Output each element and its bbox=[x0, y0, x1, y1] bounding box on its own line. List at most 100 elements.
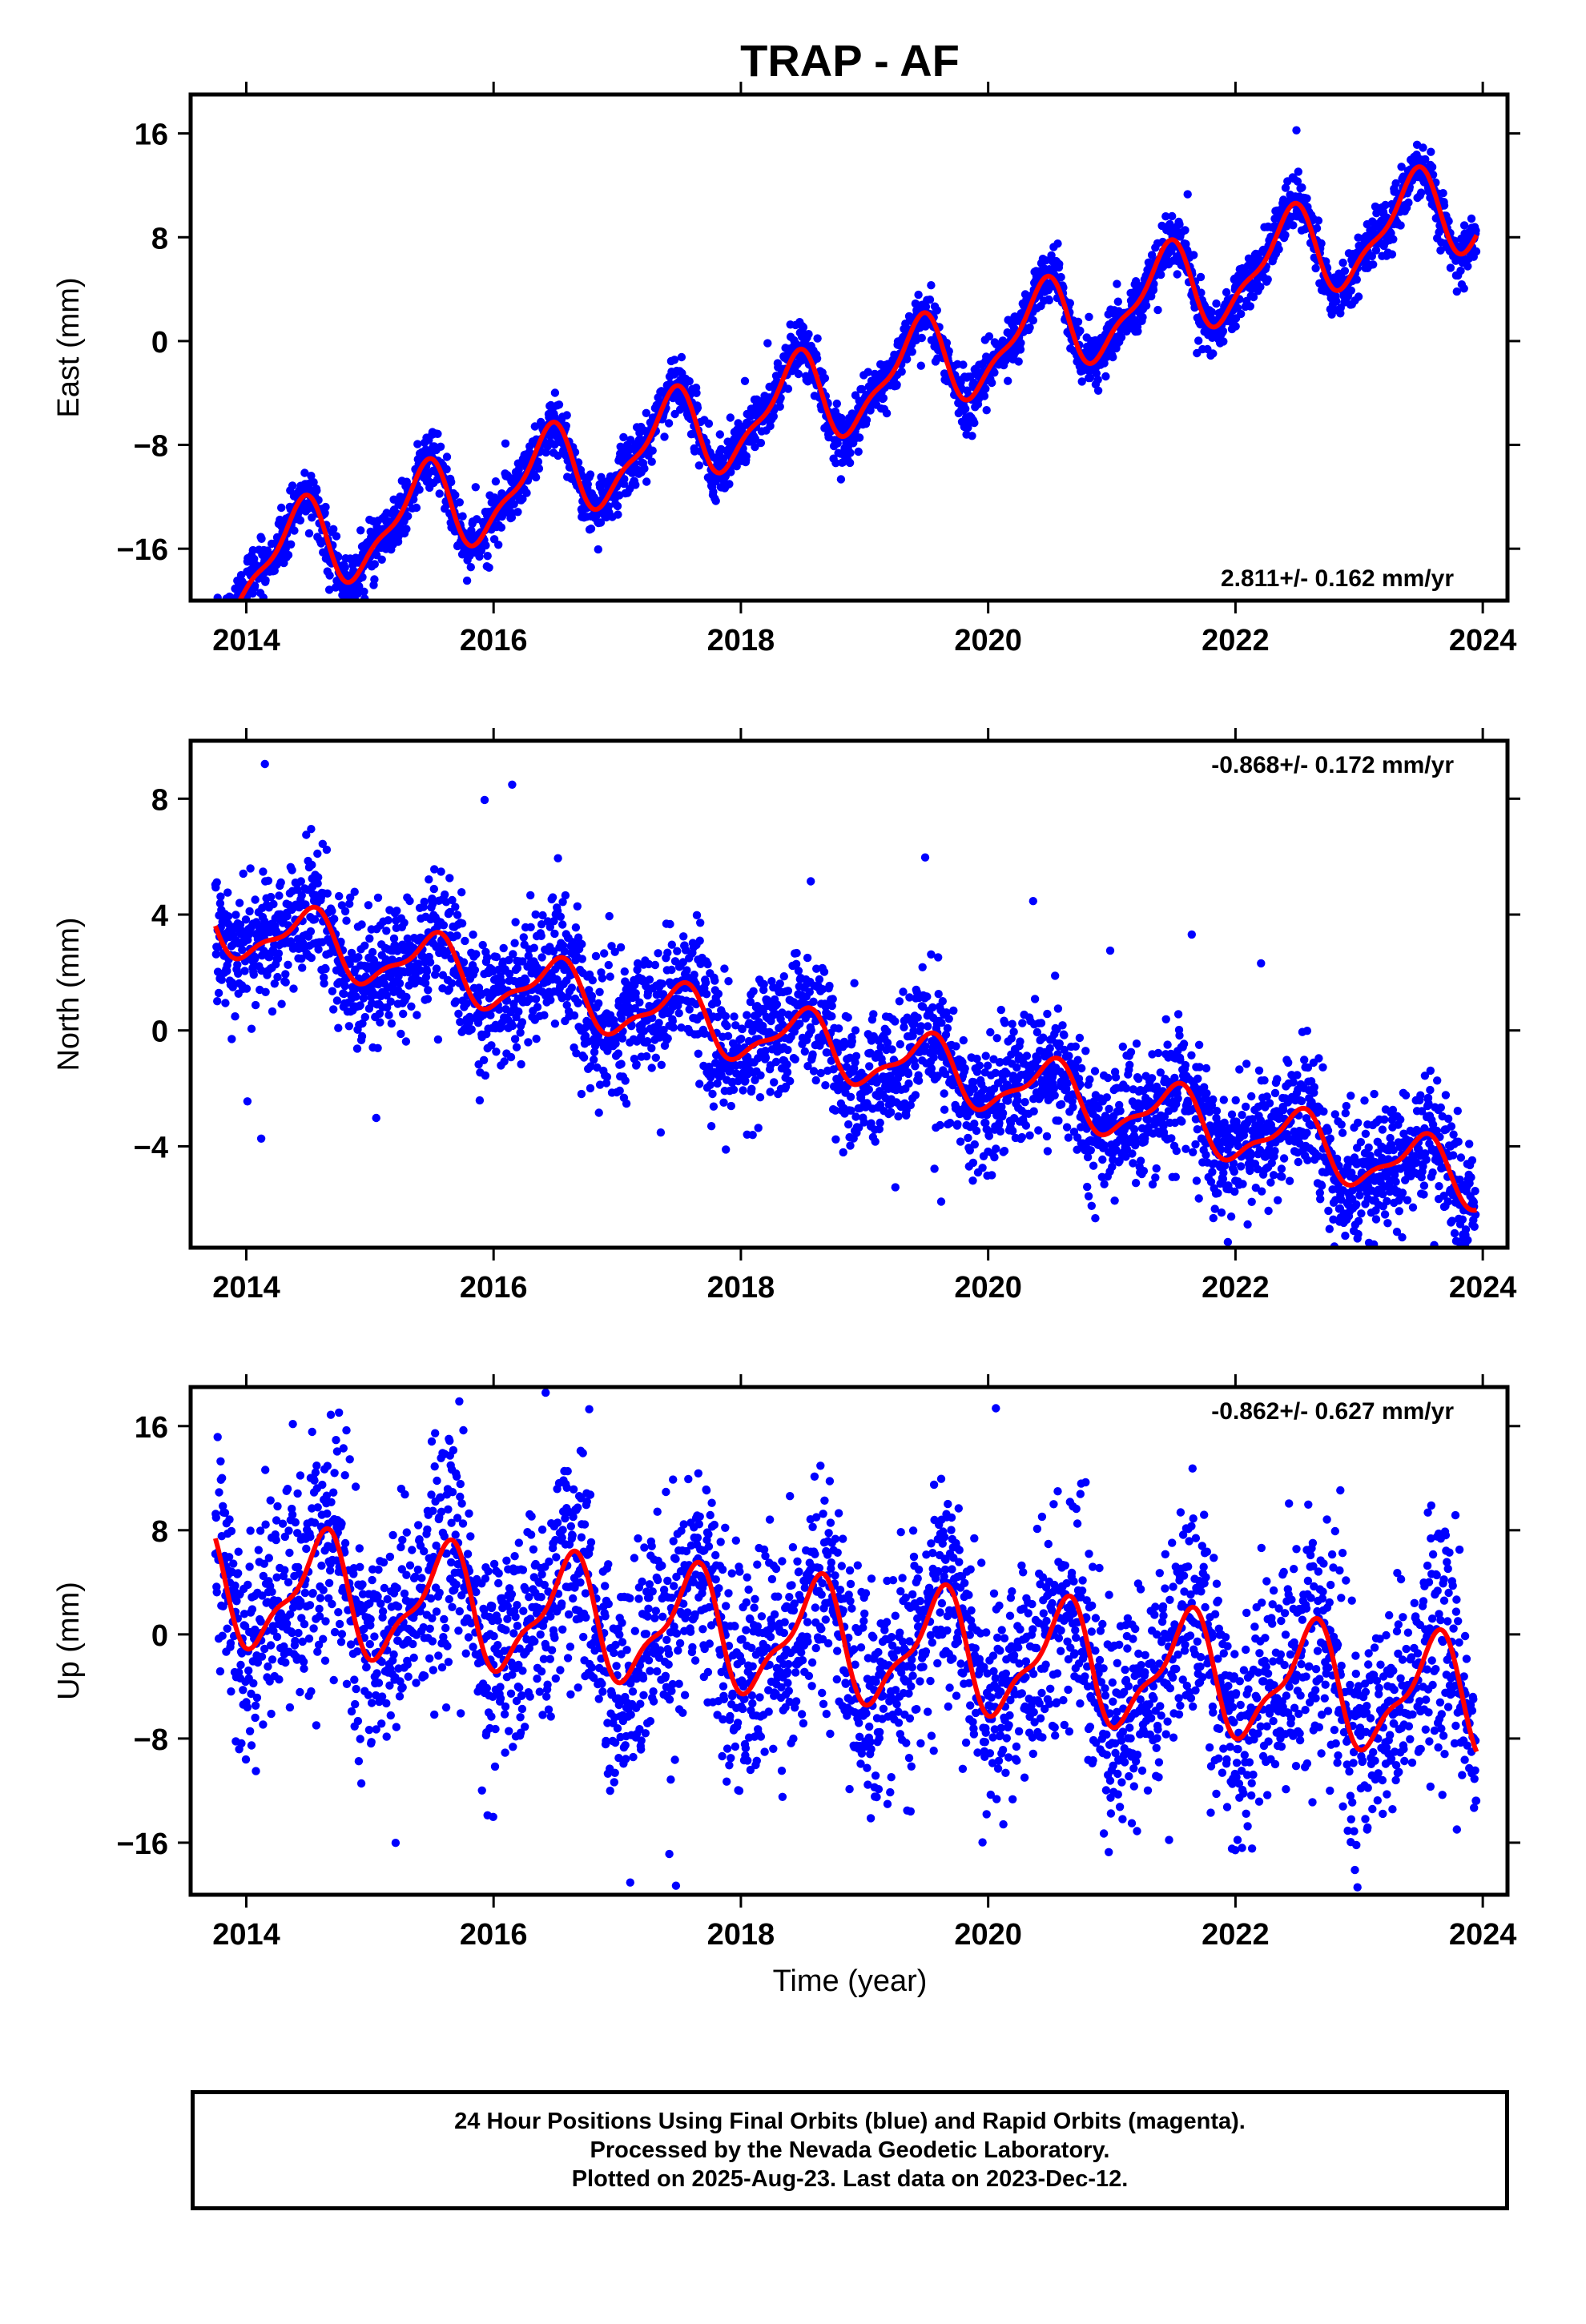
data-point bbox=[404, 512, 413, 521]
data-point bbox=[927, 281, 936, 290]
data-point bbox=[236, 609, 244, 617]
data-point bbox=[615, 1086, 624, 1096]
fit-curve-east bbox=[236, 164, 1479, 601]
data-point bbox=[1396, 221, 1405, 230]
data-point bbox=[1175, 219, 1184, 229]
data-point bbox=[546, 995, 555, 1005]
data-point bbox=[756, 1071, 765, 1080]
data-point bbox=[695, 936, 704, 945]
data-point bbox=[235, 899, 244, 907]
data-point bbox=[876, 369, 885, 378]
data-point bbox=[537, 953, 546, 962]
data-point bbox=[445, 874, 454, 883]
data-point bbox=[329, 1005, 338, 1014]
data-point bbox=[747, 1084, 756, 1094]
data-point bbox=[481, 1071, 490, 1080]
data-point bbox=[740, 376, 750, 385]
data-point bbox=[1173, 270, 1181, 279]
data-point bbox=[819, 967, 829, 976]
data-point bbox=[1314, 216, 1323, 225]
data-point bbox=[228, 983, 237, 991]
data-point bbox=[553, 854, 562, 862]
data-point bbox=[306, 927, 316, 936]
data-point bbox=[770, 1078, 779, 1087]
data-point bbox=[483, 552, 492, 561]
data-point bbox=[533, 1003, 542, 1011]
data-point bbox=[395, 979, 405, 988]
data-point bbox=[1249, 292, 1258, 302]
data-point bbox=[1439, 201, 1449, 210]
data-point bbox=[436, 442, 445, 451]
data-point bbox=[241, 915, 251, 924]
data-point bbox=[1207, 308, 1217, 316]
data-point bbox=[654, 949, 662, 958]
data-point bbox=[345, 899, 354, 908]
data-point bbox=[604, 960, 613, 970]
data-point bbox=[533, 457, 543, 466]
data-point bbox=[642, 408, 650, 417]
data-point bbox=[1085, 373, 1095, 383]
data-point bbox=[215, 614, 223, 622]
data-point bbox=[307, 472, 316, 480]
data-point bbox=[304, 529, 314, 538]
data-point bbox=[642, 477, 651, 486]
data-point bbox=[843, 1013, 852, 1022]
data-point bbox=[221, 999, 230, 1007]
data-point bbox=[373, 893, 383, 903]
data-point bbox=[725, 480, 734, 489]
data-point bbox=[1427, 163, 1437, 171]
data-point bbox=[832, 399, 842, 408]
data-point bbox=[340, 989, 348, 999]
data-point bbox=[1340, 267, 1350, 275]
data-point bbox=[313, 849, 322, 858]
data-point bbox=[273, 972, 282, 982]
data-point bbox=[310, 915, 320, 924]
data-point bbox=[467, 1025, 476, 1034]
data-point bbox=[457, 888, 466, 897]
data-point bbox=[663, 1034, 672, 1043]
data-point bbox=[692, 911, 702, 920]
data-point bbox=[664, 419, 674, 428]
data-point bbox=[521, 976, 530, 985]
data-point bbox=[216, 892, 225, 901]
data-point bbox=[491, 477, 501, 486]
data-point bbox=[577, 1089, 586, 1099]
data-point bbox=[300, 468, 309, 477]
data-point bbox=[1417, 188, 1426, 197]
data-point bbox=[1190, 251, 1198, 259]
data-point bbox=[1101, 372, 1110, 381]
data-point bbox=[635, 998, 644, 1007]
data-point bbox=[1387, 250, 1397, 259]
data-point bbox=[704, 419, 714, 428]
data-point bbox=[1147, 251, 1157, 259]
data-point bbox=[586, 470, 595, 479]
data-point bbox=[562, 421, 570, 430]
data-point bbox=[274, 949, 284, 958]
data-point bbox=[809, 997, 818, 1007]
data-point bbox=[250, 554, 259, 564]
data-point bbox=[724, 977, 733, 986]
data-point bbox=[352, 1044, 362, 1053]
data-point bbox=[266, 892, 276, 902]
data-point bbox=[215, 609, 223, 617]
data-point bbox=[621, 1076, 630, 1085]
data-point bbox=[846, 448, 855, 457]
data-point bbox=[506, 1052, 516, 1062]
data-point bbox=[1459, 221, 1469, 230]
data-point bbox=[213, 611, 221, 619]
data-point bbox=[854, 447, 863, 456]
data-point bbox=[261, 987, 270, 997]
data-point bbox=[1294, 167, 1303, 176]
data-point bbox=[340, 982, 349, 991]
data-point bbox=[281, 978, 290, 987]
data-point bbox=[302, 830, 311, 839]
data-point bbox=[429, 884, 438, 894]
data-point bbox=[709, 488, 718, 497]
data-point bbox=[323, 605, 331, 613]
data-point bbox=[400, 919, 409, 927]
data-point bbox=[726, 413, 735, 422]
data-point bbox=[384, 1011, 393, 1019]
data-point bbox=[517, 1018, 527, 1027]
data-point bbox=[631, 989, 640, 998]
